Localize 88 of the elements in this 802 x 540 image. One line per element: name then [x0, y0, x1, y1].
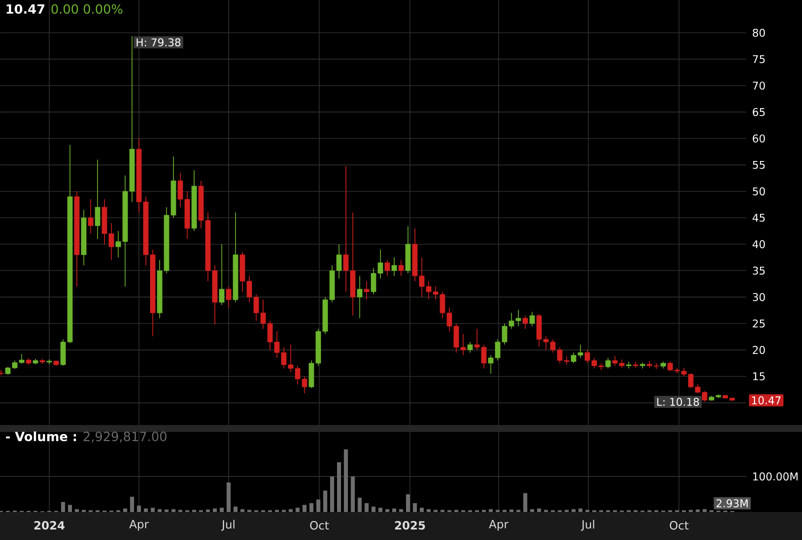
bar — [212, 508, 217, 512]
candlestick — [226, 286, 232, 308]
y-tick-label: 20 — [752, 346, 765, 354]
x-tick-label: 2024 — [34, 521, 65, 530]
candlestick — [605, 357, 611, 369]
bar — [61, 502, 66, 512]
bar — [68, 504, 72, 512]
y-tick-label: 25 — [752, 319, 765, 328]
bar — [420, 508, 424, 512]
bar — [537, 508, 542, 512]
bar — [323, 490, 328, 512]
bar — [144, 508, 148, 512]
y-tick-label: 70 — [752, 82, 765, 90]
bar — [123, 508, 128, 512]
bar — [74, 509, 79, 512]
x-tick-label: Apr — [129, 520, 149, 531]
chart-title: 10.47 — [6, 4, 44, 14]
candlestick — [632, 361, 638, 368]
y-tick-label: 55 — [752, 160, 765, 169]
bar — [578, 508, 582, 512]
y-tick-label: 45 — [752, 214, 765, 222]
candlestick — [364, 280, 370, 300]
y-tick-label: 80 — [752, 28, 765, 37]
y-tick-label: 75 — [752, 55, 765, 64]
bar — [702, 509, 707, 512]
bar — [412, 503, 417, 512]
bar — [316, 500, 320, 512]
chart-subtitle: 0.00 0.00% — [52, 4, 122, 14]
y-tick-label: 65 — [752, 108, 765, 116]
y-tick-label: 50 — [752, 187, 765, 196]
bar — [399, 509, 404, 512]
bar — [130, 496, 134, 512]
candlestick — [357, 276, 362, 319]
bar — [372, 506, 376, 512]
x-tick-label: Oct — [310, 521, 329, 530]
bar — [220, 508, 224, 512]
bar — [171, 509, 176, 512]
chart-subtitle: 2,929,817.00 — [84, 432, 166, 443]
candlestick — [398, 260, 404, 276]
y-tick-label: 60 — [752, 134, 765, 143]
candlestick — [219, 244, 224, 306]
chart-title: - Volume : — [6, 431, 76, 442]
y-tick-label: 15 — [753, 372, 765, 380]
y-tick-label: 35 — [752, 266, 765, 275]
bar — [358, 498, 362, 512]
y-tick-label: 100.00M — [753, 472, 798, 480]
annotation: 10.47 — [752, 396, 781, 404]
bar — [234, 506, 238, 512]
candlestick — [392, 257, 397, 276]
bar — [158, 509, 162, 512]
bar — [385, 509, 390, 512]
y-tick-label: 30 — [752, 293, 765, 302]
bar — [330, 476, 334, 512]
bar — [530, 509, 534, 512]
bar — [426, 509, 431, 512]
x-tick-label: Oct — [670, 521, 689, 530]
bar — [309, 503, 314, 512]
candlestick — [88, 198, 94, 234]
bar — [350, 476, 355, 512]
bar — [226, 482, 231, 512]
candlestick — [384, 260, 390, 276]
data-label: 2.93M — [716, 499, 748, 508]
bar — [392, 508, 396, 512]
bar — [288, 509, 293, 512]
bar — [136, 506, 141, 512]
x-tick-label: 2025 — [395, 521, 425, 530]
candlestick — [94, 159, 100, 240]
candlestick — [530, 311, 535, 327]
annotation: H: 79.38 — [136, 38, 180, 46]
annotation: L: 10.18 — [657, 398, 699, 406]
candlestick — [467, 342, 473, 353]
bar — [406, 494, 410, 512]
bar — [240, 509, 244, 512]
bar — [572, 509, 576, 512]
bar — [296, 508, 300, 512]
x-tick-label: Jul — [580, 520, 594, 531]
bar — [488, 509, 493, 512]
bar — [378, 508, 382, 512]
x-tick-label: Jul — [221, 520, 234, 531]
bar — [302, 504, 307, 512]
bar — [523, 493, 528, 512]
bar — [150, 508, 155, 512]
y-tick-label: 40 — [752, 240, 765, 248]
bar — [364, 503, 369, 512]
candlestick — [522, 315, 528, 330]
x-tick-label: Apr — [488, 520, 508, 531]
bar — [337, 462, 342, 512]
bar — [344, 449, 348, 512]
